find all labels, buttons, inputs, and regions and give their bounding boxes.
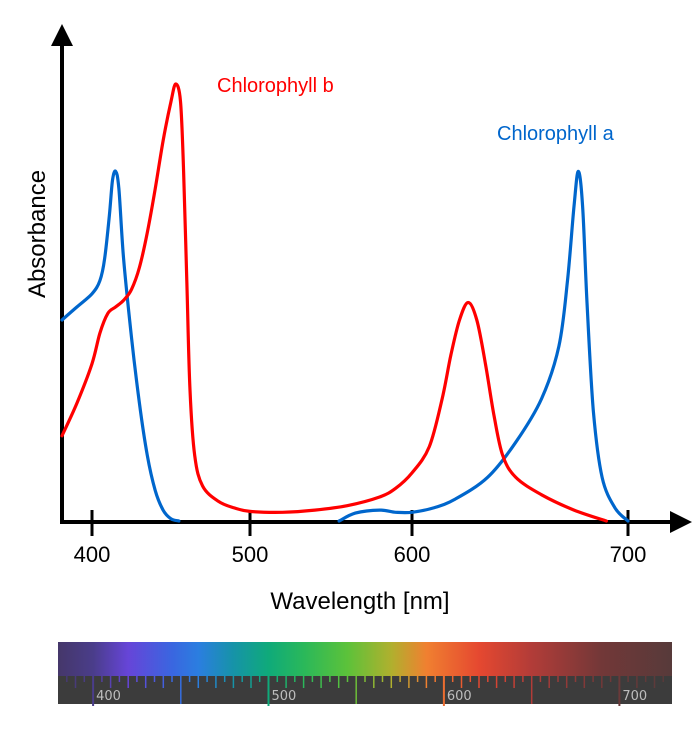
series-label-chlorophyll-a: Chlorophyll a <box>497 123 615 145</box>
spectrum-ticks <box>66 676 664 706</box>
x-tick-label-700: 700 <box>610 542 647 567</box>
x-tick-label-500: 500 <box>232 542 269 567</box>
x-ticks <box>90 510 630 536</box>
spectrum-gradient <box>58 642 672 676</box>
spectrum-labels: 400 500 600 700 <box>96 689 647 704</box>
spectrum-bar: 400 500 600 700 <box>58 642 672 706</box>
series-line-chlorophyll-b <box>60 82 608 523</box>
y-axis-label: Absorbance <box>24 170 51 298</box>
spectrum-label-400: 400 <box>96 689 121 704</box>
x-tick-label-400: 400 <box>74 542 111 567</box>
x-tick-label-600: 600 <box>394 542 431 567</box>
series-line-chlorophyll-a-seg1 <box>60 169 181 523</box>
x-tick-labels: 400 500 600 700 <box>74 542 647 567</box>
spectrum-label-600: 600 <box>447 689 472 704</box>
x-axis-label: Wavelength [nm] <box>270 588 449 615</box>
spectrum-label-700: 700 <box>622 689 647 704</box>
series-label-chlorophyll-b: Chlorophyll b <box>217 75 334 97</box>
spectrum-label-500: 500 <box>272 689 297 704</box>
curves <box>60 82 630 523</box>
x-axis-arrow-icon <box>670 511 692 533</box>
series-line-chlorophyll-a-seg2 <box>337 169 630 523</box>
y-axis-arrow-icon <box>51 24 73 46</box>
